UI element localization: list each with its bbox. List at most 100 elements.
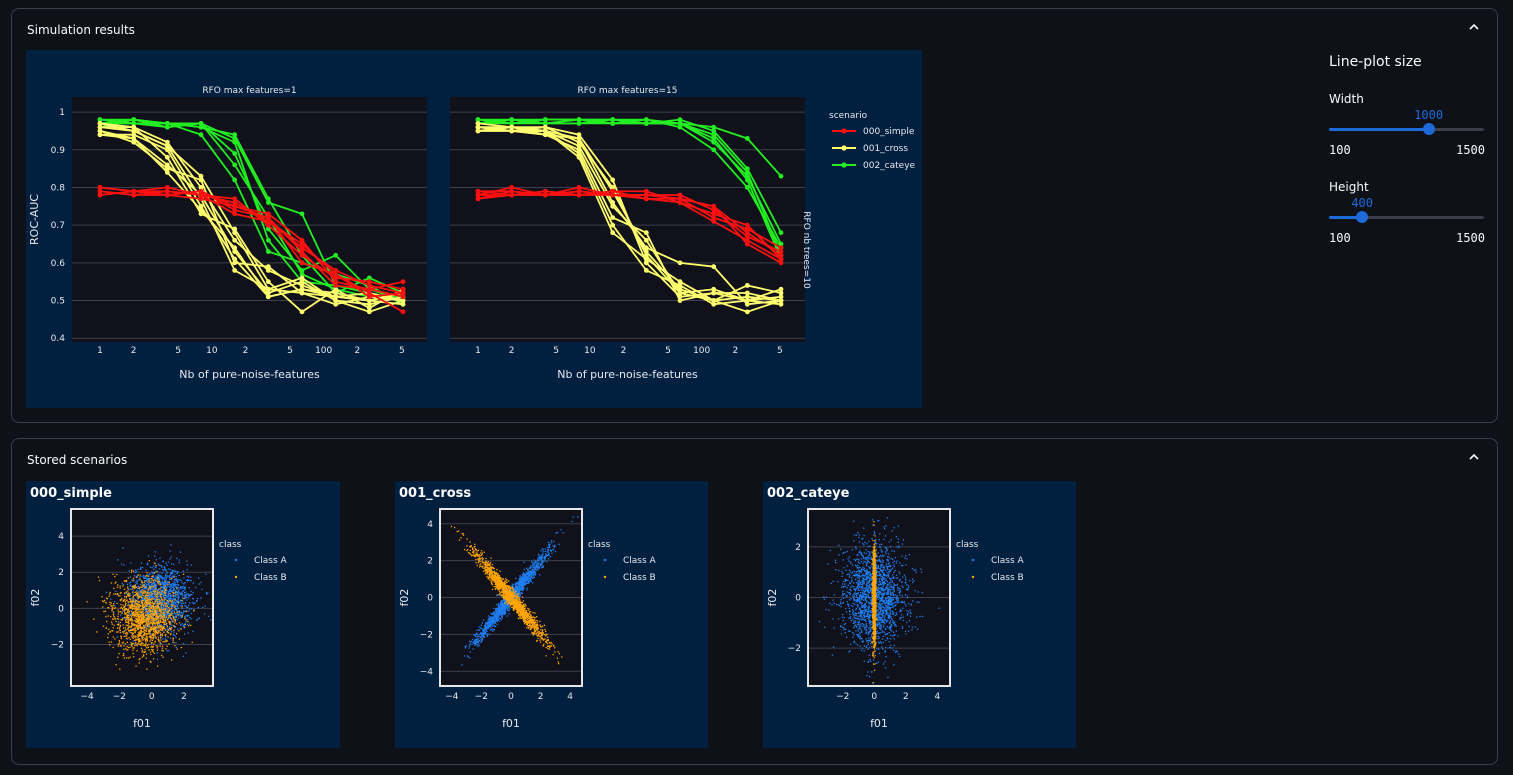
point-class-a — [130, 614, 133, 616]
point-class-a — [156, 658, 159, 661]
point-class-a — [177, 603, 179, 605]
point-class-a — [519, 575, 521, 577]
point-class-a — [160, 615, 162, 617]
simulation-results-header[interactable]: Simulation results — [27, 23, 135, 37]
point-class-a — [170, 597, 172, 600]
point-class-a — [139, 568, 142, 571]
point-class-b — [159, 635, 162, 637]
width-slider-track[interactable] — [1329, 123, 1484, 135]
point-class-a — [138, 589, 141, 591]
point-class-b — [137, 625, 139, 627]
point-class-a — [543, 556, 546, 558]
point-class-a — [167, 581, 169, 583]
point-class-a — [534, 563, 536, 566]
point-class-a — [524, 573, 527, 575]
point-class-a — [168, 595, 170, 597]
point-class-a — [148, 595, 151, 597]
point-class-a — [154, 575, 157, 577]
point-class-b — [138, 594, 140, 596]
plot-frame — [70, 508, 214, 687]
point-class-b — [144, 619, 146, 621]
point-class-b — [148, 632, 150, 634]
width-slider-value: 1000 — [1414, 108, 1444, 122]
point-class-a — [474, 634, 476, 636]
point-class-b — [153, 619, 155, 621]
data-point — [232, 207, 238, 213]
x-tick-label: 2 — [354, 346, 360, 356]
point-class-b — [127, 619, 129, 621]
point-class-a — [496, 620, 498, 622]
point-class-b — [155, 599, 157, 602]
point-class-a — [497, 616, 499, 618]
facet-row-label: RFO nb trees=10 — [801, 211, 811, 289]
point-class-a — [493, 619, 495, 621]
point-class-a — [512, 592, 515, 594]
point-class-b — [117, 593, 119, 595]
data-point — [97, 117, 103, 123]
point-class-b — [144, 649, 146, 651]
height-slider-thumb[interactable] — [1356, 211, 1369, 223]
point-class-a — [541, 556, 543, 558]
point-class-a — [160, 582, 162, 584]
chevron-up-icon[interactable] — [1467, 450, 1481, 464]
point-class-b — [187, 621, 189, 623]
point-class-a — [174, 579, 176, 581]
point-class-a — [528, 572, 530, 574]
point-class-a — [536, 563, 538, 566]
point-class-b — [125, 629, 127, 631]
height-slider[interactable]: Height 400 100 1500 — [1329, 180, 1485, 250]
point-class-a — [523, 587, 525, 589]
series-line-000_simple — [477, 190, 782, 264]
point-class-a — [177, 612, 179, 614]
point-class-b — [135, 636, 137, 638]
point-class-a — [525, 578, 528, 580]
point-class-a — [492, 621, 494, 623]
point-class-a — [148, 621, 150, 623]
point-class-a — [152, 590, 154, 592]
point-class-b — [165, 618, 167, 620]
width-slider[interactable]: Width 1000 100 1500 — [1329, 92, 1485, 162]
chevron-up-icon[interactable] — [1467, 20, 1481, 34]
point-class-a — [180, 586, 182, 588]
point-class-b — [132, 620, 134, 622]
point-class-a — [542, 549, 544, 551]
x-tick-label: 5 — [399, 346, 405, 356]
point-class-b — [167, 631, 169, 634]
point-class-a — [141, 598, 143, 601]
point-class-a — [174, 635, 176, 637]
point-class-b — [124, 609, 126, 611]
width-slider-thumb[interactable] — [1422, 123, 1435, 135]
point-class-a — [480, 632, 482, 635]
height-slider-track[interactable] — [1329, 211, 1484, 223]
data-point — [509, 124, 515, 130]
point-class-a — [505, 599, 507, 601]
point-class-b — [163, 587, 166, 589]
point-class-a — [475, 643, 477, 645]
point-class-a — [182, 613, 184, 616]
point-class-b — [154, 609, 156, 611]
point-class-b — [168, 601, 170, 603]
point-class-b — [151, 607, 153, 609]
point-class-a — [501, 616, 503, 618]
point-class-b — [164, 594, 166, 596]
stored-scenarios-header[interactable]: Stored scenarios — [27, 453, 128, 467]
point-class-b — [141, 627, 143, 630]
point-class-b — [160, 617, 162, 620]
point-class-a — [497, 608, 499, 610]
point-class-b — [117, 627, 119, 629]
point-class-b — [141, 582, 144, 584]
point-class-a — [150, 579, 153, 582]
point-class-b — [152, 649, 154, 651]
point-class-a — [131, 585, 133, 587]
point-class-a — [472, 640, 474, 643]
point-class-a — [178, 617, 180, 619]
point-class-a — [145, 569, 147, 572]
point-class-a — [190, 579, 192, 582]
point-class-a — [547, 558, 550, 560]
point-class-b — [153, 617, 155, 620]
point-class-b — [142, 606, 144, 609]
point-class-a — [514, 588, 516, 590]
y-tick-label: 4 — [58, 532, 64, 542]
point-class-a — [121, 611, 124, 613]
data-point — [366, 298, 372, 303]
